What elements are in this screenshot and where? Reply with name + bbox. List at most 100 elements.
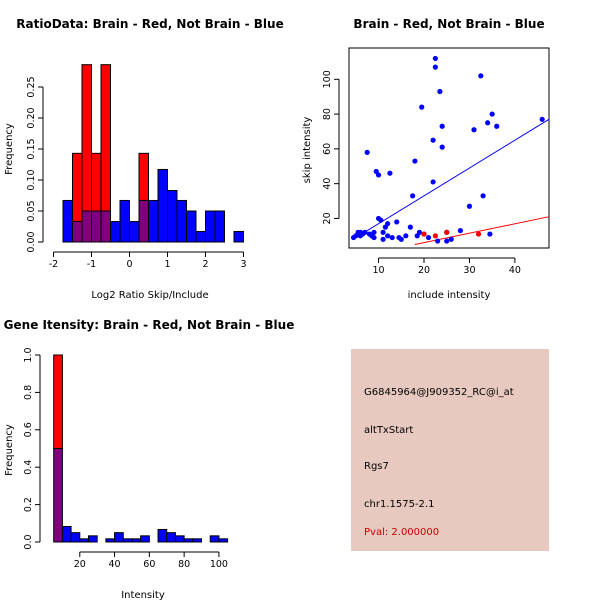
not-brain-point <box>430 137 436 143</box>
y-tick-label: 0.8 <box>23 385 34 400</box>
probe-id: G6845964@J909352_RC@i_at <box>364 387 514 398</box>
x-tick-label: 0 <box>126 259 132 270</box>
not-brain-point <box>489 111 495 117</box>
not-brain-point <box>432 64 438 70</box>
not-brain-bar <box>129 221 140 243</box>
not-brain-point <box>448 236 454 242</box>
not-brain-point <box>389 234 395 241</box>
not-brain-bar <box>105 538 116 543</box>
chart-title: Gene Itensity: Brain - Red, Not Brain - … <box>4 318 295 332</box>
x-tick-label: 60 <box>143 559 155 570</box>
brain-bar <box>138 152 149 201</box>
brain-bar <box>72 152 83 223</box>
y-tick-label: 0.4 <box>23 460 34 475</box>
not-brain-bar <box>186 210 197 243</box>
x-tick-label: 10 <box>372 265 384 276</box>
not-brain-bar <box>192 538 203 543</box>
not-brain-point <box>371 229 377 235</box>
chart-title: Brain - Red, Not Brain - Blue <box>353 17 544 31</box>
x-axis-label: Intensity <box>121 590 165 600</box>
not-brain-point <box>375 172 382 178</box>
x-tick-label: 20 <box>74 559 86 570</box>
x-tick-label: -1 <box>87 259 96 270</box>
not-brain-bar <box>205 210 216 243</box>
not-brain-point <box>394 219 400 225</box>
not-brain-point <box>412 158 418 164</box>
not-brain-bar <box>79 538 89 543</box>
not-brain-point <box>439 123 445 129</box>
not-brain-point <box>387 170 393 176</box>
not-brain-point <box>410 193 416 199</box>
not-brain-point <box>444 238 450 244</box>
not-brain-point <box>478 73 484 79</box>
y-tick-label: 60 <box>322 143 333 155</box>
overlap-bar <box>138 199 149 243</box>
y-tick-label: 0.10 <box>26 169 37 190</box>
not-brain-point <box>432 55 438 62</box>
y-tick-label: 80 <box>322 108 333 120</box>
y-axis-label: Frequency <box>4 424 15 476</box>
not-brain-point <box>439 144 445 150</box>
x-tick-label: 3 <box>240 259 246 270</box>
chart-title: RatioData: Brain - Red, Not Brain - Blue <box>16 17 283 31</box>
overlap-bar <box>91 210 102 243</box>
not-brain-point <box>430 179 436 185</box>
x-tick-label: -2 <box>49 259 58 270</box>
not-brain-bar <box>157 528 168 543</box>
not-brain-point <box>416 229 423 235</box>
x-tick-label: 40 <box>109 559 121 570</box>
not-brain-bar <box>114 532 124 543</box>
y-tick-label: 1.0 <box>23 347 34 362</box>
not-brain-point <box>403 233 409 239</box>
not-brain-point <box>362 229 368 235</box>
y-tick-label: 0.00 <box>26 231 37 252</box>
ratio-histogram: -2 -1 0 1 2 3 0.00 0.05 0.10 0.15 0.20 0.25 RatioDat… <box>4 17 284 300</box>
not-brain-point <box>480 193 486 199</box>
not-brain-bar <box>233 230 244 243</box>
not-brain-bar <box>110 221 121 243</box>
probe-info-panel: G6845964@J909352_RC@i_at altTxStart Rgs7… <box>351 349 549 551</box>
not-brain-bar <box>183 538 194 543</box>
x-tick-label: 20 <box>418 265 430 276</box>
not-brain-point <box>435 238 441 244</box>
brain-fit-line <box>414 216 550 246</box>
not-brain-bar <box>176 199 187 243</box>
y-tick-label: 100 <box>322 70 333 88</box>
not-brain-point <box>398 236 404 242</box>
not-brain-fit-line <box>355 118 550 238</box>
brain-bar <box>53 354 63 449</box>
not-brain-point <box>419 104 425 110</box>
x-tick-label: 40 <box>509 265 521 276</box>
not-brain-point <box>385 233 391 239</box>
y-tick-label: 0.05 <box>26 200 37 221</box>
not-brain-point <box>380 229 386 235</box>
y-tick-label: 20 <box>322 212 333 224</box>
not-brain-bar <box>214 210 225 243</box>
not-brain-point <box>437 88 443 95</box>
x-tick-label: 100 <box>210 559 228 570</box>
not-brain-point <box>385 221 391 227</box>
overlap-bar <box>72 221 83 243</box>
not-brain-point <box>407 224 413 230</box>
brain-point <box>432 233 438 239</box>
not-brain-point <box>380 236 386 242</box>
not-brain-bar <box>140 535 150 543</box>
not-brain-bar <box>157 168 168 243</box>
not-brain-bar <box>131 538 142 543</box>
y-tick-label: 0.20 <box>26 107 37 128</box>
brain-bar <box>91 152 102 212</box>
x-axis-label: Log2 Ratio Skip/Include <box>91 290 208 300</box>
chromosome-location: chr1.1575-2.1 <box>364 499 435 510</box>
not-brain-bar <box>195 230 206 243</box>
x-tick-label: 30 <box>463 265 475 276</box>
gene-intensity-histogram: 20 40 60 80 100 0.0 0.2 0.4 0.6 0.8 1.0 Gene Itensi… <box>4 318 295 600</box>
x-tick-label: 2 <box>202 259 208 270</box>
not-brain-bar <box>174 535 185 543</box>
x-tick-label: 1 <box>164 259 170 270</box>
not-brain-point <box>457 228 463 234</box>
y-tick-label: 0.6 <box>23 422 34 437</box>
y-axis-label: Frequency <box>4 123 15 175</box>
not-brain-bar <box>167 190 178 243</box>
not-brain-bar <box>218 538 229 543</box>
y-tick-label: 0.2 <box>23 497 34 512</box>
